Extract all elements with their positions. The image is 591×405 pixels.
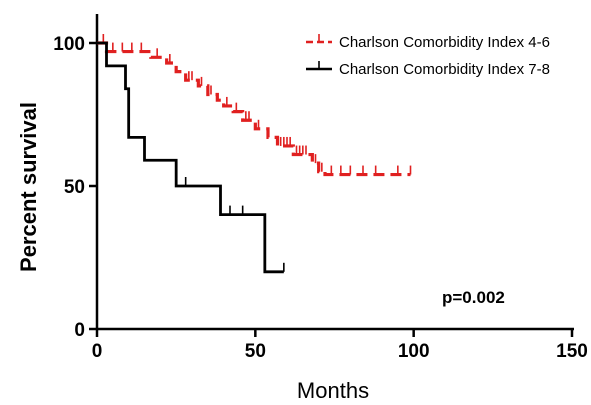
series-1	[97, 34, 412, 177]
p-value-annotation: p=0.002	[442, 288, 505, 307]
x-tick-label: 50	[245, 341, 266, 362]
legend-item-1: Charlson Comorbidity Index 4-6	[306, 34, 550, 51]
survival-curve	[97, 41, 411, 177]
y-tick-label: 100	[53, 34, 85, 55]
x-tick-label: 100	[398, 341, 430, 362]
x-axis-label: Months	[297, 378, 369, 403]
x-tick-label: 150	[556, 341, 588, 362]
legend: Charlson Comorbidity Index 4-6 Charlson C…	[306, 34, 550, 78]
legend-label: Charlson Comorbidity Index 4-6	[339, 34, 550, 51]
y-tick-label: 0	[74, 320, 85, 341]
axes: 0 50 100 150 0 50 100	[53, 14, 588, 362]
series-layer	[97, 34, 412, 274]
y-tick-label: 50	[64, 177, 85, 198]
legend-item-2: Charlson Comorbidity Index 7-8	[306, 61, 550, 78]
legend-label: Charlson Comorbidity Index 7-8	[339, 61, 550, 78]
x-tick-label: 0	[92, 341, 103, 362]
y-axis-label: Percent survival	[16, 102, 41, 272]
series-2	[97, 41, 285, 274]
survival-curve	[97, 41, 284, 274]
